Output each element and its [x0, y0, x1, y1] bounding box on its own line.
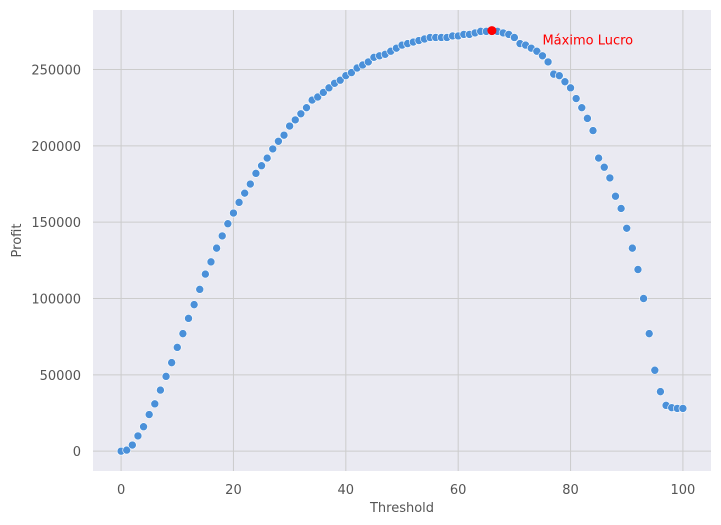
y-tick-label: 100000 — [31, 293, 81, 308]
data-point — [285, 121, 294, 131]
data-point — [313, 92, 323, 102]
data-point — [594, 153, 603, 163]
data-point — [274, 136, 283, 146]
data-point — [319, 88, 328, 97]
data-point — [296, 109, 306, 119]
data-point — [571, 94, 581, 103]
data-point — [599, 162, 609, 172]
data-point — [246, 179, 255, 189]
data-point — [133, 431, 143, 441]
data-point — [656, 387, 665, 396]
y-tick-label: 200000 — [31, 140, 81, 155]
x-axis-label: Threshold — [369, 501, 434, 516]
y-tick-label: 250000 — [31, 64, 81, 79]
data-point — [144, 410, 154, 419]
data-point — [223, 219, 233, 229]
data-points — [116, 27, 688, 456]
data-point — [678, 404, 688, 413]
data-point — [555, 71, 564, 80]
data-point — [206, 257, 216, 267]
data-point — [560, 77, 570, 87]
data-point — [150, 399, 160, 409]
y-tick-label: 0 — [73, 445, 81, 460]
y-axis-label: Profit — [10, 224, 25, 258]
data-point — [510, 33, 519, 42]
max-profit-annotation: Máximo Lucro — [542, 34, 633, 49]
data-point — [616, 204, 626, 213]
data-point — [201, 269, 210, 279]
y-tick-labels: 0 50000 100000 150000 200000 250000 — [31, 64, 81, 461]
data-point — [122, 445, 132, 455]
data-point — [583, 114, 592, 123]
data-point — [156, 385, 165, 395]
data-point — [639, 294, 648, 303]
data-point — [268, 144, 278, 154]
data-point — [139, 422, 148, 432]
data-point — [184, 314, 193, 323]
x-tick-label: 60 — [450, 483, 467, 498]
data-point — [605, 173, 615, 183]
data-point — [611, 191, 620, 201]
data-point — [279, 130, 289, 140]
data-point — [195, 285, 205, 294]
data-point — [324, 83, 334, 93]
data-point — [257, 161, 266, 171]
data-point — [347, 68, 356, 77]
data-point — [251, 169, 261, 178]
data-point — [212, 243, 221, 253]
data-point — [161, 372, 171, 381]
data-point — [622, 223, 632, 233]
data-point — [229, 208, 238, 218]
data-point — [217, 231, 227, 241]
x-tick-label: 40 — [338, 483, 355, 498]
data-point — [577, 103, 587, 112]
data-point — [172, 343, 182, 352]
x-tick-label: 80 — [562, 483, 579, 498]
data-point — [566, 83, 575, 93]
data-point — [234, 198, 244, 207]
x-tick-label: 0 — [117, 483, 125, 498]
data-point — [240, 188, 249, 198]
data-point — [262, 153, 272, 163]
data-point — [363, 57, 373, 67]
data-point — [290, 115, 300, 125]
x-tick-labels: 0 20 40 60 80 100 — [117, 483, 695, 498]
data-point — [128, 440, 137, 450]
plot-background — [93, 10, 711, 471]
data-point — [189, 300, 199, 309]
data-point — [302, 103, 311, 112]
data-point — [543, 57, 553, 67]
data-point — [532, 46, 542, 56]
y-tick-label: 50000 — [40, 369, 81, 384]
x-tick-label: 20 — [225, 483, 242, 498]
data-point — [335, 75, 345, 85]
data-point — [178, 329, 188, 338]
data-point — [167, 358, 176, 367]
data-point — [588, 126, 598, 135]
grid-lines — [93, 10, 711, 471]
data-point — [633, 265, 643, 274]
data-point — [628, 243, 637, 253]
data-point — [644, 329, 654, 338]
max-profit-point — [487, 26, 497, 36]
data-point — [650, 365, 660, 375]
y-tick-label: 150000 — [31, 216, 81, 231]
data-point — [538, 51, 547, 61]
x-tick-label: 100 — [670, 483, 695, 498]
